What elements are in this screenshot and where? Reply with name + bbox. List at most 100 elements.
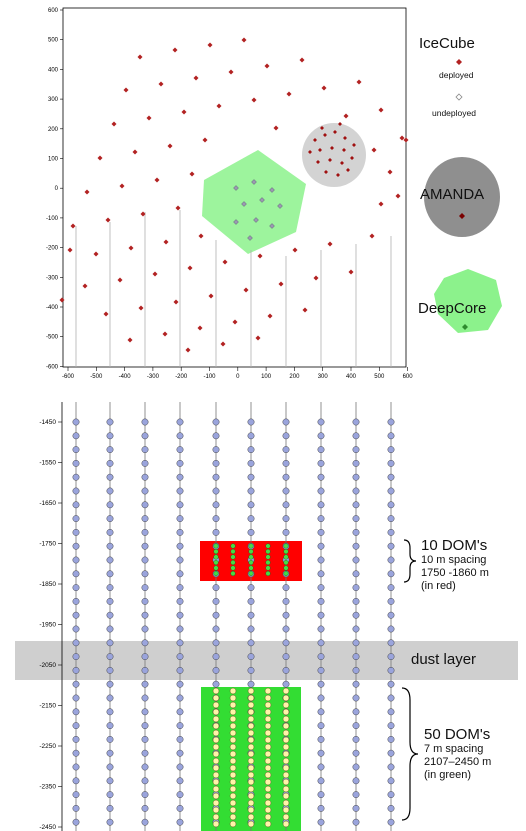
dom-sensor: [176, 694, 184, 702]
deployed-string-marker: [356, 79, 362, 85]
deployed-string-marker: [175, 205, 181, 211]
green-block-dom: [212, 764, 220, 772]
depth-tick-label: -1850: [39, 581, 56, 588]
depth-tick-label: -2250: [39, 743, 56, 750]
dom-sensor: [176, 611, 184, 619]
red-block-dom: [230, 549, 236, 555]
dom-sensor: [317, 487, 325, 495]
green-block-dom: [229, 750, 237, 758]
dom-sensor: [247, 528, 255, 536]
deployed-string-marker: [208, 293, 214, 299]
dom-sensor: [282, 653, 290, 661]
deployed-string-marker: [152, 271, 158, 277]
deployed-string-marker: [395, 193, 401, 199]
dom-sensor: [352, 625, 360, 633]
dom-sensor: [317, 528, 325, 536]
dom-sensor: [106, 749, 114, 757]
x-tick-label: 500: [374, 374, 385, 380]
deployed-string-marker: [67, 247, 73, 253]
dom-sensor: [176, 625, 184, 633]
dom-sensor: [72, 473, 80, 481]
deployed-string-marker: [146, 115, 152, 121]
dom-sensor: [72, 749, 80, 757]
green-block-dom: [229, 813, 237, 821]
dom-sensor: [176, 418, 184, 426]
dom-sensor: [141, 501, 149, 509]
dom-sensor: [317, 501, 325, 509]
deployed-string-marker: [167, 143, 173, 149]
dom-sensor: [72, 459, 80, 467]
green-block-dom: [247, 764, 255, 772]
dom-sensor: [72, 818, 80, 826]
dom-sensor: [282, 584, 290, 592]
green-block-dom: [247, 771, 255, 779]
green-block-dom: [247, 715, 255, 723]
dom-sensor: [387, 749, 395, 757]
dom-sensor: [176, 735, 184, 743]
dom-sensor: [141, 446, 149, 454]
dom-sensor: [317, 708, 325, 716]
dom-sensor: [352, 653, 360, 661]
amanda-legend-marker-icon: [459, 213, 465, 219]
y-tick-label: 400: [48, 67, 59, 73]
green-block-dom: [212, 736, 220, 744]
y-tick-label: 500: [48, 38, 59, 44]
deployed-string-marker: [387, 169, 393, 175]
green-block-dom: [282, 778, 290, 786]
dom-sensor: [176, 804, 184, 812]
dom-sensor: [387, 501, 395, 509]
dom-sensor: [317, 611, 325, 619]
undeployed-string-marker: [269, 223, 275, 229]
dom-sensor: [387, 777, 395, 785]
green-block-dom: [229, 778, 237, 786]
depth-axis-ticks: -1450 -1550 -1650 -1750 -1850 -1950 -2050 -2150…: [39, 419, 62, 831]
undeployed-string-marker: [241, 201, 247, 207]
dom-sensor: [106, 556, 114, 564]
red-block-dom: [213, 565, 219, 571]
green-block-dom: [264, 813, 272, 821]
x-tick-label: 200: [289, 374, 300, 380]
green-block-dom: [282, 750, 290, 758]
dom-sensor: [212, 639, 220, 647]
deepcore-legend-hexagon: [434, 269, 502, 333]
dom-sensor: [106, 777, 114, 785]
green-block-dom: [229, 771, 237, 779]
amanda-string-marker: [320, 126, 324, 130]
y-tick-label: 300: [48, 97, 59, 103]
x-tick-label: 0: [236, 374, 240, 380]
dom-sensor: [352, 584, 360, 592]
dom-sensor: [282, 680, 290, 688]
dom-sensor: [176, 722, 184, 730]
green-block-dom: [212, 820, 220, 828]
green-block-dom: [229, 736, 237, 744]
undeployed-marker-icon: [455, 93, 463, 101]
amanda-string-marker: [333, 130, 337, 134]
dom-sensor: [176, 446, 184, 454]
deployed-string-marker: [185, 347, 191, 353]
x-axis-ticks: -600 -500 -400 -300 -200 -100 0 100 200 300 400 500…: [62, 367, 413, 380]
dom-sensor: [212, 584, 220, 592]
green-block-dom: [264, 736, 272, 744]
amanda-string-marker: [346, 168, 350, 172]
dom-sensor: [106, 459, 114, 467]
dom-sensor: [176, 708, 184, 716]
red-block-dom: [230, 571, 236, 577]
deployed-marker-icon: [456, 59, 462, 65]
green-block-dom: [229, 701, 237, 709]
green-block-dom: [247, 750, 255, 758]
dom-sensor: [141, 804, 149, 812]
dom-sensor: [141, 418, 149, 426]
dom-sensor: [317, 432, 325, 440]
dom-sensor: [247, 459, 255, 467]
green-block-dom: [212, 722, 220, 730]
red-block-dom: [265, 571, 271, 577]
green-block-dom: [247, 687, 255, 695]
dom-sensor: [317, 459, 325, 467]
dom-sensor: [387, 584, 395, 592]
green-block-annotation: 50 DOM's 7 m spacing 2107–2450 m (in gre…: [424, 726, 491, 782]
depth-tick-label: -1450: [39, 419, 56, 426]
green-block-dom: [212, 799, 220, 807]
dom-sensor: [176, 791, 184, 799]
dom-sensor: [106, 446, 114, 454]
dom-sensor: [141, 611, 149, 619]
